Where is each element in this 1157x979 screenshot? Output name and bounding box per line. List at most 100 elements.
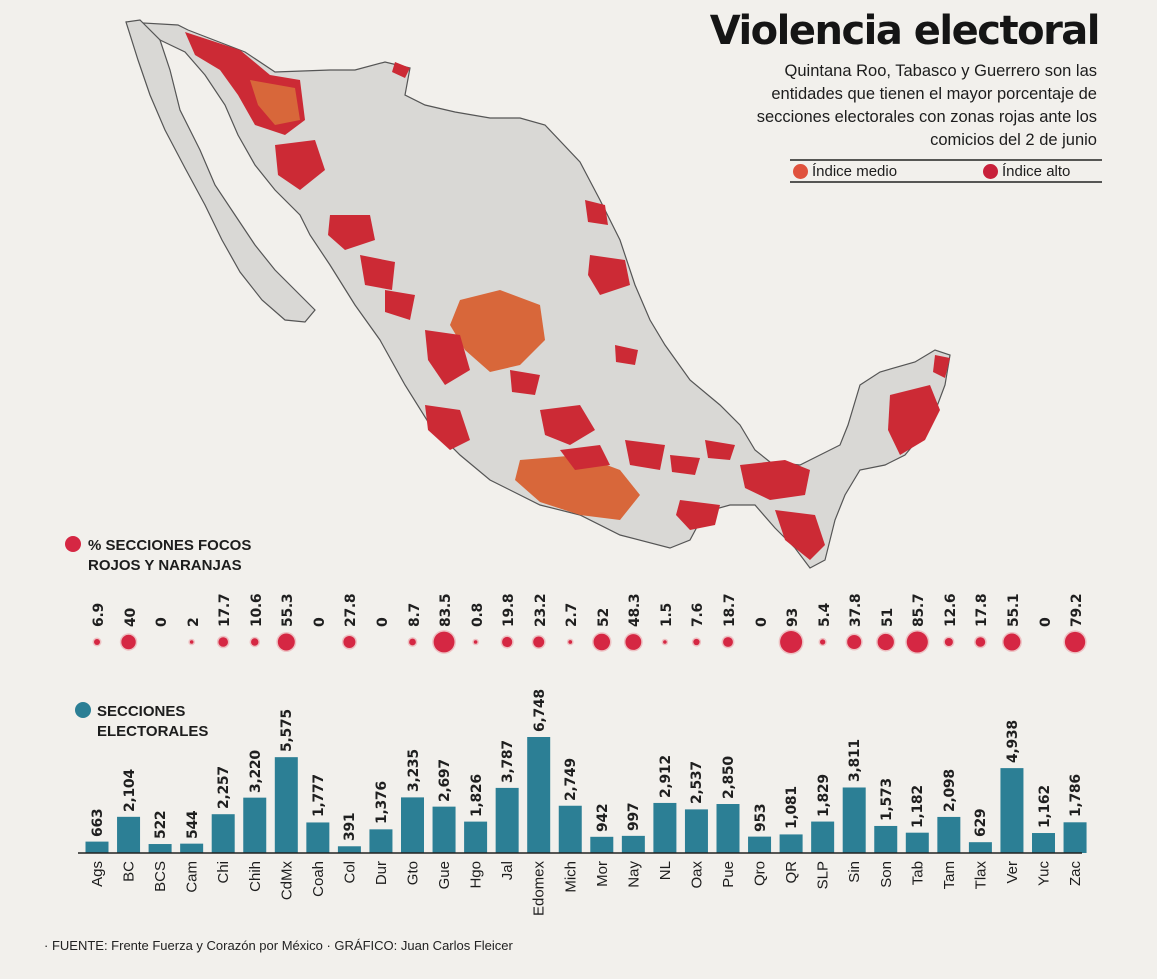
pct-section-bullet (65, 536, 81, 552)
pct-value-label: 10.6 (248, 593, 265, 627)
baja-california-peninsula-shape (125, 19, 316, 323)
mexico-map (125, 19, 951, 569)
sec-value-label: 391 (342, 812, 359, 842)
pct-value-label: 2 (185, 617, 202, 627)
sec-value-label: 997 (626, 802, 643, 831)
mexico-mainland-shape (125, 21, 951, 569)
pct-bubble-qr (780, 631, 803, 653)
state-label-sin: Sin (846, 861, 863, 883)
pct-value-label: 8.7 (406, 603, 423, 627)
sec-value-label: 3,220 (247, 749, 264, 793)
sections-bar-series (85, 737, 1087, 853)
state-label-bcs: BCS (152, 861, 169, 892)
sec-value-label: 1,826 (468, 773, 485, 817)
pct-value-label: 12.6 (942, 593, 959, 627)
state-label-chi: Chi (215, 861, 232, 884)
pct-value-label: 0 (154, 617, 171, 627)
bar-coah (306, 822, 330, 853)
bar-son (874, 825, 898, 853)
state-label-qro: Qro (752, 861, 769, 886)
pct-value-label: 5.4 (816, 603, 833, 627)
bar-chih (243, 797, 267, 853)
sec-value-label: 3,787 (500, 740, 517, 783)
bar-jal (495, 787, 519, 853)
bar-mich (558, 805, 582, 853)
sec-value-label: 1,786 (1068, 774, 1085, 818)
sec-value-label: 942 (594, 803, 611, 832)
bar-hgo (464, 821, 488, 853)
pct-value-label: 40 (122, 608, 139, 627)
pct-bubble-pue (723, 637, 733, 647)
source-footer: · FUENTE: Frente Fuerza y Corazón por Mé… (44, 938, 513, 953)
pct-value-label: 93 (785, 608, 802, 627)
bar-tab (905, 832, 929, 853)
sec-value-label: 3,235 (405, 749, 422, 793)
pct-value-label: 83.5 (438, 593, 455, 627)
chart-title: Violencia electoral (709, 8, 1101, 54)
pct-bubble-hgo (473, 640, 478, 644)
pct-bubble-mor (593, 633, 611, 651)
state-label-gto: Gto (405, 861, 422, 885)
pct-bubble-oax (693, 638, 700, 646)
pct-bubble-chi (218, 637, 228, 647)
sec-value-label: 1,182 (910, 784, 927, 828)
legend-dot-medio-icon (793, 164, 808, 179)
pct-value-label: 37.8 (848, 593, 865, 627)
sec-section-title-line1: SECCIONES (97, 703, 185, 720)
pct-value-label: 51 (879, 608, 896, 627)
sec-value-label: 5,575 (279, 709, 296, 753)
pct-bubble-cdmx (277, 633, 295, 651)
pct-bubble-mich (568, 640, 573, 644)
state-label-coah: Coah (310, 861, 327, 897)
legend-dot-alto-icon (983, 164, 998, 179)
state-label-pue: Pue (720, 861, 737, 888)
pct-bubble-tam (944, 637, 953, 647)
pct-value-label: 85.7 (911, 593, 928, 627)
state-label-chih: Chih (247, 861, 264, 892)
state-axis-labels: Ags BC BCS Cam Chi Chih CdMx Coah Col Dur Gto Gue Hg… (89, 861, 1084, 917)
bar-gto (401, 797, 424, 853)
sec-value-label: 2,850 (721, 756, 737, 799)
pct-bubble-ags (94, 639, 100, 645)
pct-bubble-gto (409, 638, 416, 646)
bar-bcs (148, 844, 172, 853)
sec-value-label: 2,912 (657, 755, 674, 798)
state-label-jal: Jal (499, 861, 516, 880)
state-label-oax: Oax (688, 861, 705, 889)
bar-gue (432, 806, 456, 853)
sec-section-bullet (75, 702, 91, 718)
state-label-nl: NL (657, 861, 674, 880)
state-label-nay: Nay (625, 861, 642, 888)
pct-value-label: 7.6 (690, 603, 707, 627)
source-separator: · GRÁFICO: (322, 938, 401, 953)
sec-value-label: 1,162 (1036, 785, 1053, 829)
sec-value-label: 2,537 (689, 761, 706, 805)
bar-bc (117, 816, 141, 853)
state-label-bc: BC (121, 861, 138, 882)
pct-value-label: 19.8 (501, 593, 518, 627)
pct-bubble-son (877, 633, 894, 651)
pct-bubble-slp (819, 639, 826, 645)
bar-zac (1063, 822, 1087, 853)
sec-value-label: 1,829 (815, 773, 832, 817)
pct-value-label: 27.8 (343, 593, 360, 627)
sec-value-label: 1,081 (784, 786, 801, 830)
sec-value-label: 544 (184, 810, 201, 839)
sec-value-label: 6,748 (531, 689, 548, 732)
source-prefix: · FUENTE: (44, 938, 112, 953)
state-label-yuc: Yuc (1036, 861, 1053, 887)
pct-section-title-line1: % SECCIONES FOCOS (88, 537, 251, 554)
state-label-ags: Ags (89, 861, 106, 887)
state-label-edomex: Edomex (531, 861, 548, 917)
sec-value-label: 2,697 (437, 758, 454, 802)
pct-value-label: 55.1 (1005, 593, 1022, 627)
pct-value-label: 0 (753, 617, 770, 627)
bar-qr (779, 834, 803, 853)
bar-ver (1000, 768, 1024, 853)
pct-value-label: 23.2 (532, 593, 549, 627)
bar-yuc (1032, 833, 1055, 853)
bar-mor (590, 836, 614, 853)
bar-oax (684, 809, 708, 853)
sec-value-label: 2,104 (121, 769, 138, 812)
sec-value-label: 1,376 (373, 781, 390, 825)
